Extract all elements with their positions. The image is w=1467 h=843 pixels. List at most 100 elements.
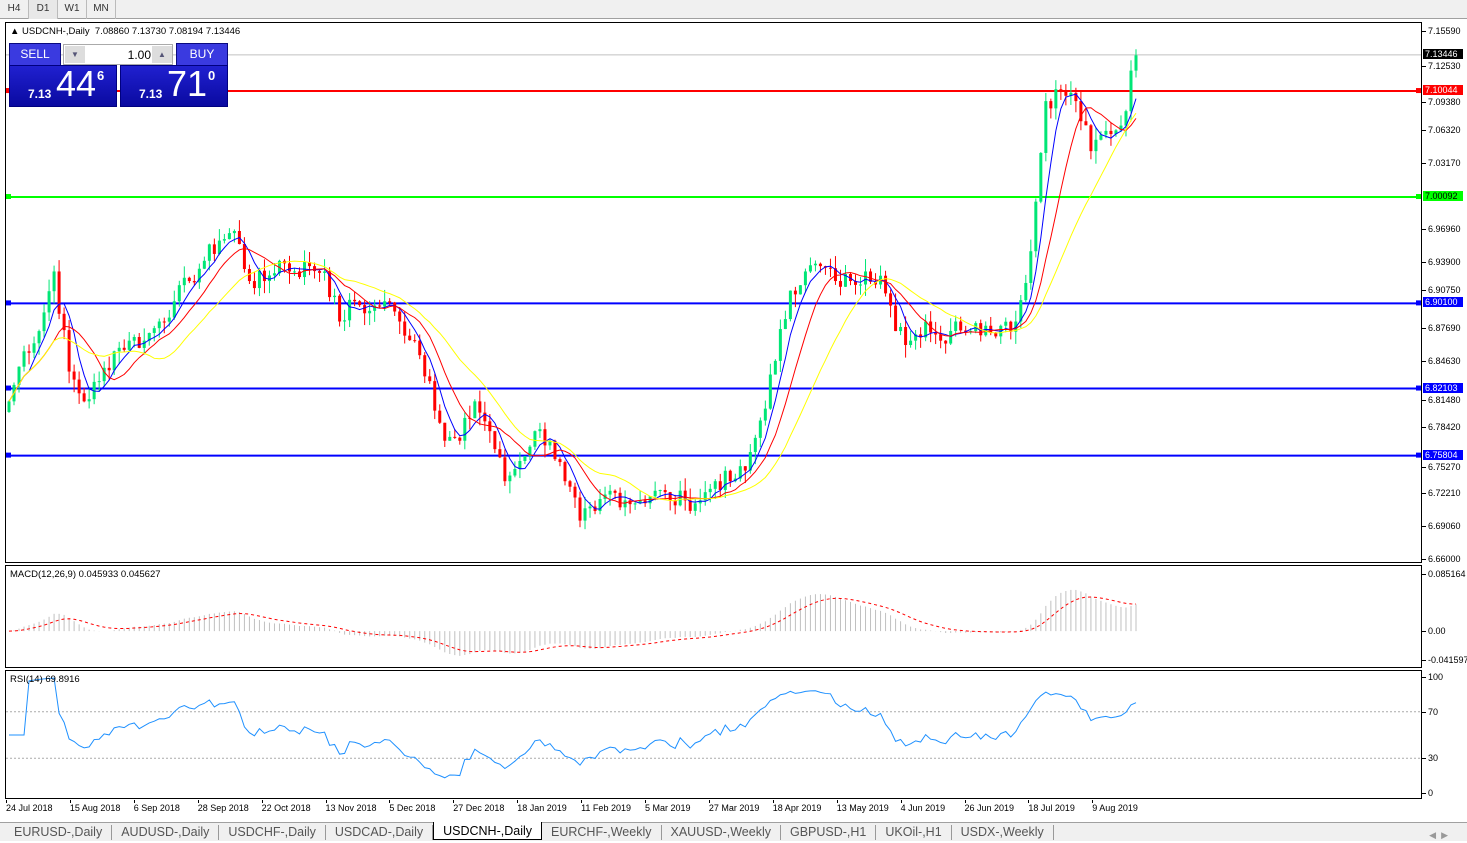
- candle-body: [232, 230, 236, 234]
- candle-body: [683, 490, 687, 501]
- lot-input[interactable]: [87, 46, 151, 63]
- buy-price-main: 71: [167, 63, 208, 104]
- lot-decrease-button[interactable]: ▼: [65, 46, 85, 63]
- candle-body: [934, 332, 938, 335]
- chart-tab[interactable]: XAUUSD-,Weekly: [662, 825, 781, 840]
- candle-body: [538, 429, 542, 432]
- macd-pane[interactable]: MACD(12,26,9) 0.045933 0.045627: [5, 565, 1422, 668]
- chart-title: ▲ USDCNH-,Daily 7.08860 7.13730 7.08194 …: [10, 26, 241, 37]
- candle-body: [793, 290, 797, 295]
- candle-body: [678, 490, 682, 506]
- candle-body: [788, 290, 792, 320]
- date-tick: 22 Oct 2018: [261, 800, 311, 813]
- macd-tick: 0.00: [1422, 626, 1446, 637]
- date-tick: 15 Aug 2018: [69, 800, 121, 813]
- price-tick: 6.87690: [1422, 323, 1461, 334]
- chart-tab[interactable]: USDCAD-,Daily: [326, 825, 434, 840]
- candle-body: [192, 281, 196, 283]
- candle-body: [222, 239, 226, 241]
- candle-body: [152, 328, 156, 333]
- candle-body: [267, 275, 271, 282]
- candle-body: [1114, 130, 1118, 135]
- candle-body: [458, 437, 462, 441]
- candle-body: [949, 330, 953, 344]
- chart-tab[interactable]: EURUSD-,Daily: [5, 825, 113, 840]
- level-handle: [1416, 452, 1421, 458]
- chart-tab[interactable]: GBPUSD-,H1: [781, 825, 877, 840]
- timeframe-h4[interactable]: H4: [0, 0, 29, 19]
- lot-stepper[interactable]: ▼ ▲: [63, 44, 173, 65]
- price-tick: 7.15590: [1422, 26, 1461, 36]
- candle-body: [909, 340, 913, 346]
- candle-body: [1054, 89, 1058, 109]
- price-tick: 6.66000: [1422, 554, 1461, 564]
- price-scale[interactable]: 7.15590 7.12530 7.09380 7.06320 7.03170 6.969…: [1421, 22, 1467, 800]
- candle-body: [568, 481, 572, 487]
- chart-tab[interactable]: USDCNH-,Daily: [433, 822, 543, 840]
- candle-body: [378, 305, 382, 307]
- buy-price-button[interactable]: 7.13 71 0: [120, 63, 228, 107]
- candle-body: [438, 410, 442, 423]
- candle-body: [428, 376, 432, 382]
- candle-body: [478, 401, 482, 413]
- candle-body: [818, 263, 822, 267]
- candle-body: [1119, 125, 1123, 131]
- candle-body: [313, 266, 317, 272]
- chart-tab[interactable]: USDX-,Weekly: [952, 825, 1054, 840]
- candle-body: [127, 340, 131, 350]
- price-tick: 6.72210: [1422, 487, 1461, 498]
- chart-tabs: ◀ ▶ EURUSD-,Daily AUDUSD-,Daily USDCHF-,Dai…: [0, 822, 1467, 841]
- timeframe-w1[interactable]: W1: [58, 0, 87, 19]
- chart-tab[interactable]: AUDUSD-,Daily: [112, 825, 220, 840]
- candle-body: [323, 271, 327, 273]
- candle-body: [758, 420, 762, 438]
- candle-body: [77, 379, 81, 394]
- price-tick: 6.90750: [1422, 285, 1461, 296]
- candle-body: [833, 268, 837, 282]
- candle-body: [333, 295, 337, 298]
- date-tick: 18 Jul 2019: [1028, 800, 1075, 813]
- candle-body: [408, 335, 412, 341]
- candle-body: [803, 271, 807, 286]
- candle-body: [1129, 70, 1133, 112]
- candle-body: [393, 302, 397, 312]
- buy-price-prefix: 7.13: [139, 87, 163, 101]
- tab-scroll-arrows[interactable]: ◀ ▶: [1429, 830, 1448, 840]
- sell-price-button[interactable]: 7.13 44 6: [9, 63, 117, 107]
- candle-body: [753, 437, 757, 453]
- candle-body: [673, 500, 677, 506]
- candle-body: [403, 321, 407, 336]
- candle-body: [954, 321, 958, 331]
- candle-body: [1084, 121, 1088, 126]
- candle-body: [262, 270, 266, 282]
- buy-button[interactable]: BUY: [176, 43, 228, 66]
- lot-increase-button[interactable]: ▲: [152, 46, 172, 63]
- chart-tab[interactable]: UKOil-,H1: [876, 825, 952, 840]
- price-tick: 6.78420: [1422, 421, 1461, 432]
- candle-body: [864, 271, 868, 285]
- chart-tab[interactable]: USDCHF-,Daily: [219, 825, 326, 840]
- candle-body: [42, 312, 46, 332]
- price-chart[interactable]: ▲ USDCNH-,Daily 7.08860 7.13730 7.08194 …: [5, 22, 1422, 563]
- candle-body: [287, 263, 291, 272]
- candle-body: [919, 334, 923, 338]
- timeframe-d1[interactable]: D1: [29, 0, 58, 19]
- candle-body: [47, 291, 51, 313]
- rsi-pane[interactable]: RSI(14) 69.8916: [5, 670, 1422, 799]
- candle-body: [97, 381, 101, 383]
- sell-button[interactable]: SELL: [9, 43, 61, 66]
- timeframe-mn[interactable]: MN: [87, 0, 116, 19]
- candle-body: [1134, 55, 1138, 71]
- candle-body: [107, 367, 111, 371]
- chart-tab[interactable]: EURCHF-,Weekly: [542, 825, 662, 840]
- candle-body: [363, 305, 367, 314]
- sell-price-fraction: 6: [97, 68, 105, 83]
- candle-body: [348, 299, 352, 321]
- candle-body: [17, 366, 21, 385]
- candle-body: [994, 332, 998, 337]
- candle-body: [939, 334, 943, 341]
- candle-body: [984, 325, 988, 336]
- candle-body: [698, 500, 702, 504]
- candle-body: [187, 277, 191, 282]
- price-tick: 7.06320: [1422, 124, 1461, 135]
